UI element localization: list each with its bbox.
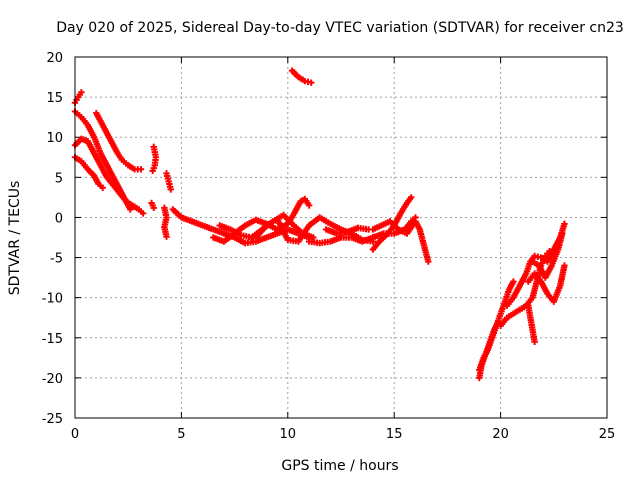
data-series [322, 224, 372, 237]
data-point [531, 338, 538, 345]
data-point [559, 230, 566, 237]
x-tick-label: 5 [177, 427, 185, 442]
data-point [408, 194, 415, 201]
data-point [510, 278, 517, 285]
data-series [369, 214, 419, 241]
x-tick-label: 20 [492, 427, 509, 442]
data-series [148, 199, 157, 212]
chart-title: Day 020 of 2025, Sidereal Day-to-day VTE… [56, 20, 624, 36]
data-point [139, 210, 147, 217]
y-tick-label: -5 [50, 252, 63, 267]
y-tick-label: 0 [55, 211, 63, 226]
data-point [412, 214, 419, 221]
data-point [167, 186, 174, 193]
data-point [305, 202, 313, 209]
x-tick-label: 25 [599, 427, 616, 442]
data-point [163, 233, 170, 240]
data-series [71, 154, 106, 191]
y-tick-label: -10 [42, 292, 63, 307]
data-series [525, 262, 568, 305]
data-point [99, 184, 106, 191]
y-tick-label: -15 [42, 332, 63, 347]
x-tick-label: 10 [280, 427, 297, 442]
data-point [561, 262, 568, 269]
x-axis-label: GPS time / hours [281, 458, 398, 474]
x-tick-label: 15 [386, 427, 403, 442]
plot-area-frame [74, 56, 608, 419]
data-series [529, 230, 566, 281]
data-series [161, 204, 170, 240]
data-point [308, 79, 315, 86]
data-series [288, 67, 315, 86]
data-series [71, 135, 147, 217]
data-series [149, 143, 160, 175]
y-tick-label: -20 [42, 372, 63, 387]
data-series [93, 109, 145, 173]
y-tick-label: 20 [46, 51, 63, 66]
y-axis-label: SDTVAR / TECUs [7, 181, 23, 296]
y-tick-label: 5 [55, 171, 63, 186]
y-tick-label: 10 [46, 131, 63, 146]
y-tick-label: 15 [46, 91, 63, 106]
data-point [425, 258, 432, 265]
data-point [137, 166, 145, 173]
data-point [310, 234, 317, 241]
axis-ticks: 0 5 10 15 20 25 20 15 10 5 0 -5 -10 -15 -20 -25 [42, 51, 616, 442]
x-tick-label: 0 [71, 427, 79, 442]
y-tick-label: -25 [42, 412, 63, 427]
data-series [525, 302, 538, 345]
data-series [163, 170, 174, 193]
data-point [149, 167, 156, 175]
data-point [127, 206, 134, 213]
data-point [78, 89, 85, 96]
data-points [71, 67, 568, 382]
data-point [561, 220, 568, 228]
data-point [150, 204, 157, 212]
